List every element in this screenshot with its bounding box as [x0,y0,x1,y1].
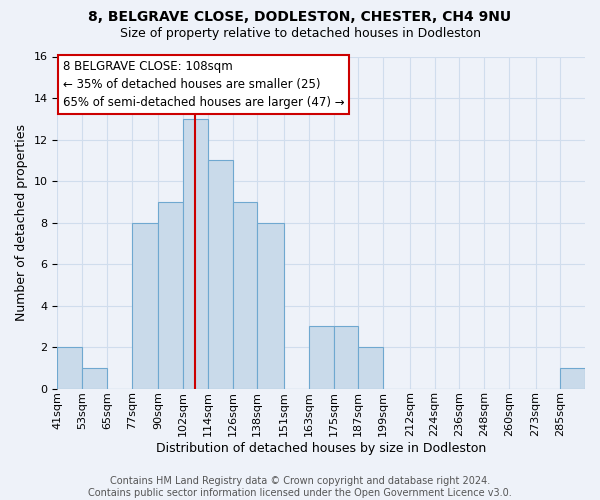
Bar [183,119,208,388]
Bar [233,202,257,388]
Text: Size of property relative to detached houses in Dodleston: Size of property relative to detached ho… [119,28,481,40]
Bar [82,368,107,388]
Bar [158,202,183,388]
Bar [131,222,158,388]
Text: Contains HM Land Registry data © Crown copyright and database right 2024.
Contai: Contains HM Land Registry data © Crown c… [88,476,512,498]
Bar [309,326,334,388]
Y-axis label: Number of detached properties: Number of detached properties [15,124,28,321]
Bar [358,347,383,389]
X-axis label: Distribution of detached houses by size in Dodleston: Distribution of detached houses by size … [156,442,487,455]
Bar [560,368,585,388]
Bar [334,326,358,388]
Text: 8, BELGRAVE CLOSE, DODLESTON, CHESTER, CH4 9NU: 8, BELGRAVE CLOSE, DODLESTON, CHESTER, C… [88,10,512,24]
Bar [58,347,82,389]
Bar [257,222,284,388]
Bar [208,160,233,388]
Text: 8 BELGRAVE CLOSE: 108sqm
← 35% of detached houses are smaller (25)
65% of semi-d: 8 BELGRAVE CLOSE: 108sqm ← 35% of detach… [62,60,344,109]
